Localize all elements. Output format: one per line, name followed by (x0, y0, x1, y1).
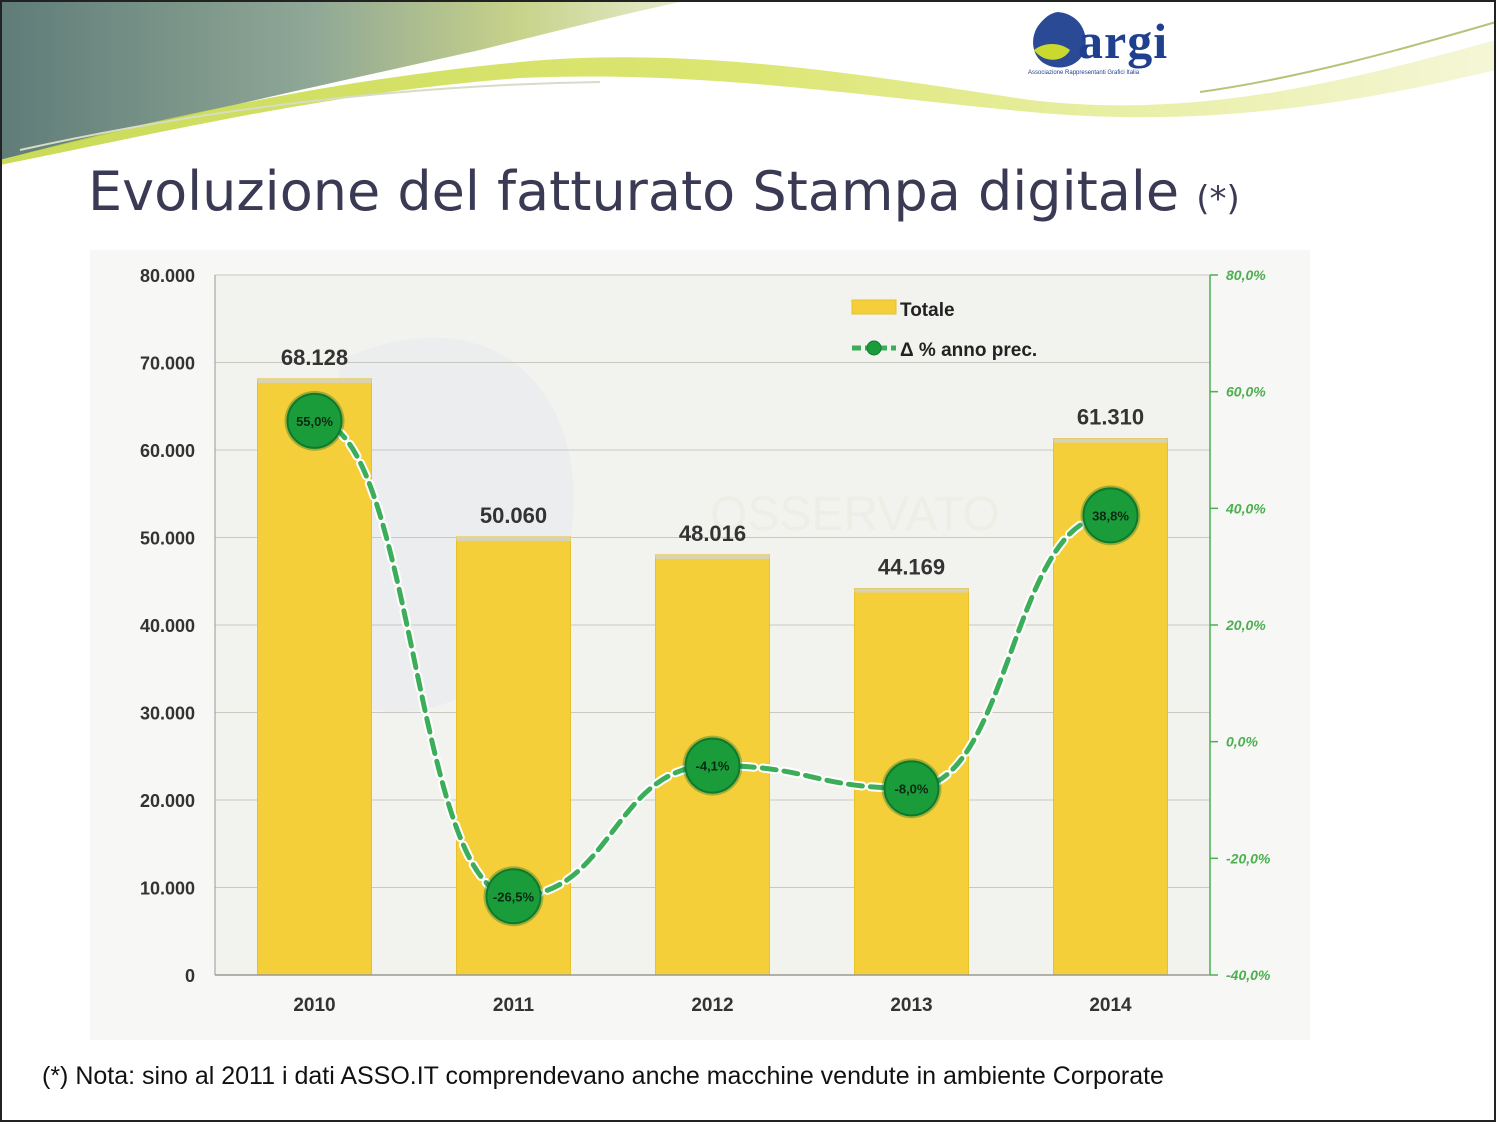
axes: 0 10.000 20.000 30.000 40.000 50.000 60.000 70.… (140, 266, 1271, 1016)
point-marker (485, 868, 542, 925)
right-tick-label: -40,0% (1226, 967, 1271, 983)
right-tick-label: -20,0% (1226, 850, 1271, 866)
bar-top-edge (854, 588, 969, 593)
x-tick-label: 2012 (691, 995, 733, 1016)
logo-subtitle: Associazione Rappresentanti Grafici Ital… (1028, 70, 1140, 76)
right-tick-label: 80,0% (1226, 267, 1266, 283)
header-swoosh (0, 0, 1497, 165)
point-marker (1082, 487, 1139, 544)
legend-label-bar: Totale (900, 300, 955, 321)
page-title: Evoluzione del fatturato Stampa digitale… (88, 160, 1240, 223)
x-tick-label: 2010 (293, 995, 335, 1016)
left-tick-label: 80.000 (140, 266, 195, 286)
point-label: 55,0% (296, 414, 333, 429)
bar-value-label: 68.128 (281, 345, 348, 370)
bar-value-label: 50.060 (480, 503, 547, 528)
bar-top-edge (456, 536, 571, 541)
bar-top-edge (1053, 438, 1168, 443)
point-label: 38,8% (1092, 508, 1129, 523)
point-label: -8,0% (895, 781, 929, 796)
legend-swatch-marker (866, 340, 882, 356)
x-tick-label: 2013 (890, 995, 932, 1016)
left-tick-label: 20.000 (140, 791, 195, 811)
bar-value-label: 48.016 (679, 521, 746, 546)
revenue-chart: OSSERVATO 68.128 50.060 48.016 44.169 61.310… (90, 250, 1310, 1040)
title-footnote-marker: (*) (1196, 179, 1240, 219)
bar (257, 378, 372, 976)
title-text: Evoluzione del fatturato Stampa digitale (88, 160, 1180, 223)
x-tick-label: 2011 (493, 995, 535, 1016)
x-tick-label: 2014 (1089, 995, 1132, 1016)
footnote: (*) Nota: sino al 2011 i dati ASSO.IT co… (42, 1062, 1164, 1090)
left-tick-label: 70.000 (140, 354, 195, 374)
right-tick-label: 40,0% (1225, 500, 1266, 516)
left-tick-label: 0 (185, 966, 195, 986)
left-tick-label: 10.000 (140, 879, 195, 899)
percent-line-path (312, 418, 1113, 899)
left-tick-label: 50.000 (140, 529, 195, 549)
point-marker (684, 737, 741, 794)
argi-logo: argi Associazione Rappresentanti Grafici… (1022, 4, 1192, 96)
left-tick-label: 40.000 (140, 616, 195, 636)
right-tick-label: 0,0% (1226, 734, 1258, 750)
left-tick-label: 60.000 (140, 441, 195, 461)
bar-top-edge (655, 554, 770, 559)
legend: Totale Δ % anno prec. (851, 299, 1037, 361)
logo-mark-icon (1033, 12, 1086, 68)
bar-value-label: 61.310 (1077, 405, 1144, 430)
bar-value-label: 44.169 (878, 555, 945, 580)
point-label: -26,5% (493, 889, 535, 904)
percent-line: 55,0% -26,5% -4,1% -8,0% 38,8% (284, 390, 1141, 927)
right-tick-label: 20,0% (1225, 617, 1266, 633)
logo-word: argi (1078, 13, 1169, 69)
watermark-text: OSSERVATO (710, 488, 1000, 541)
legend-swatch-bar (851, 299, 897, 315)
bar-top-edge (257, 378, 372, 383)
legend-label-line: Δ % anno prec. (900, 340, 1037, 361)
right-tick-label: 60,0% (1226, 384, 1266, 400)
left-tick-label: 30.000 (140, 704, 195, 724)
point-marker (286, 392, 343, 449)
point-marker (883, 760, 940, 817)
point-label: -4,1% (696, 759, 730, 774)
